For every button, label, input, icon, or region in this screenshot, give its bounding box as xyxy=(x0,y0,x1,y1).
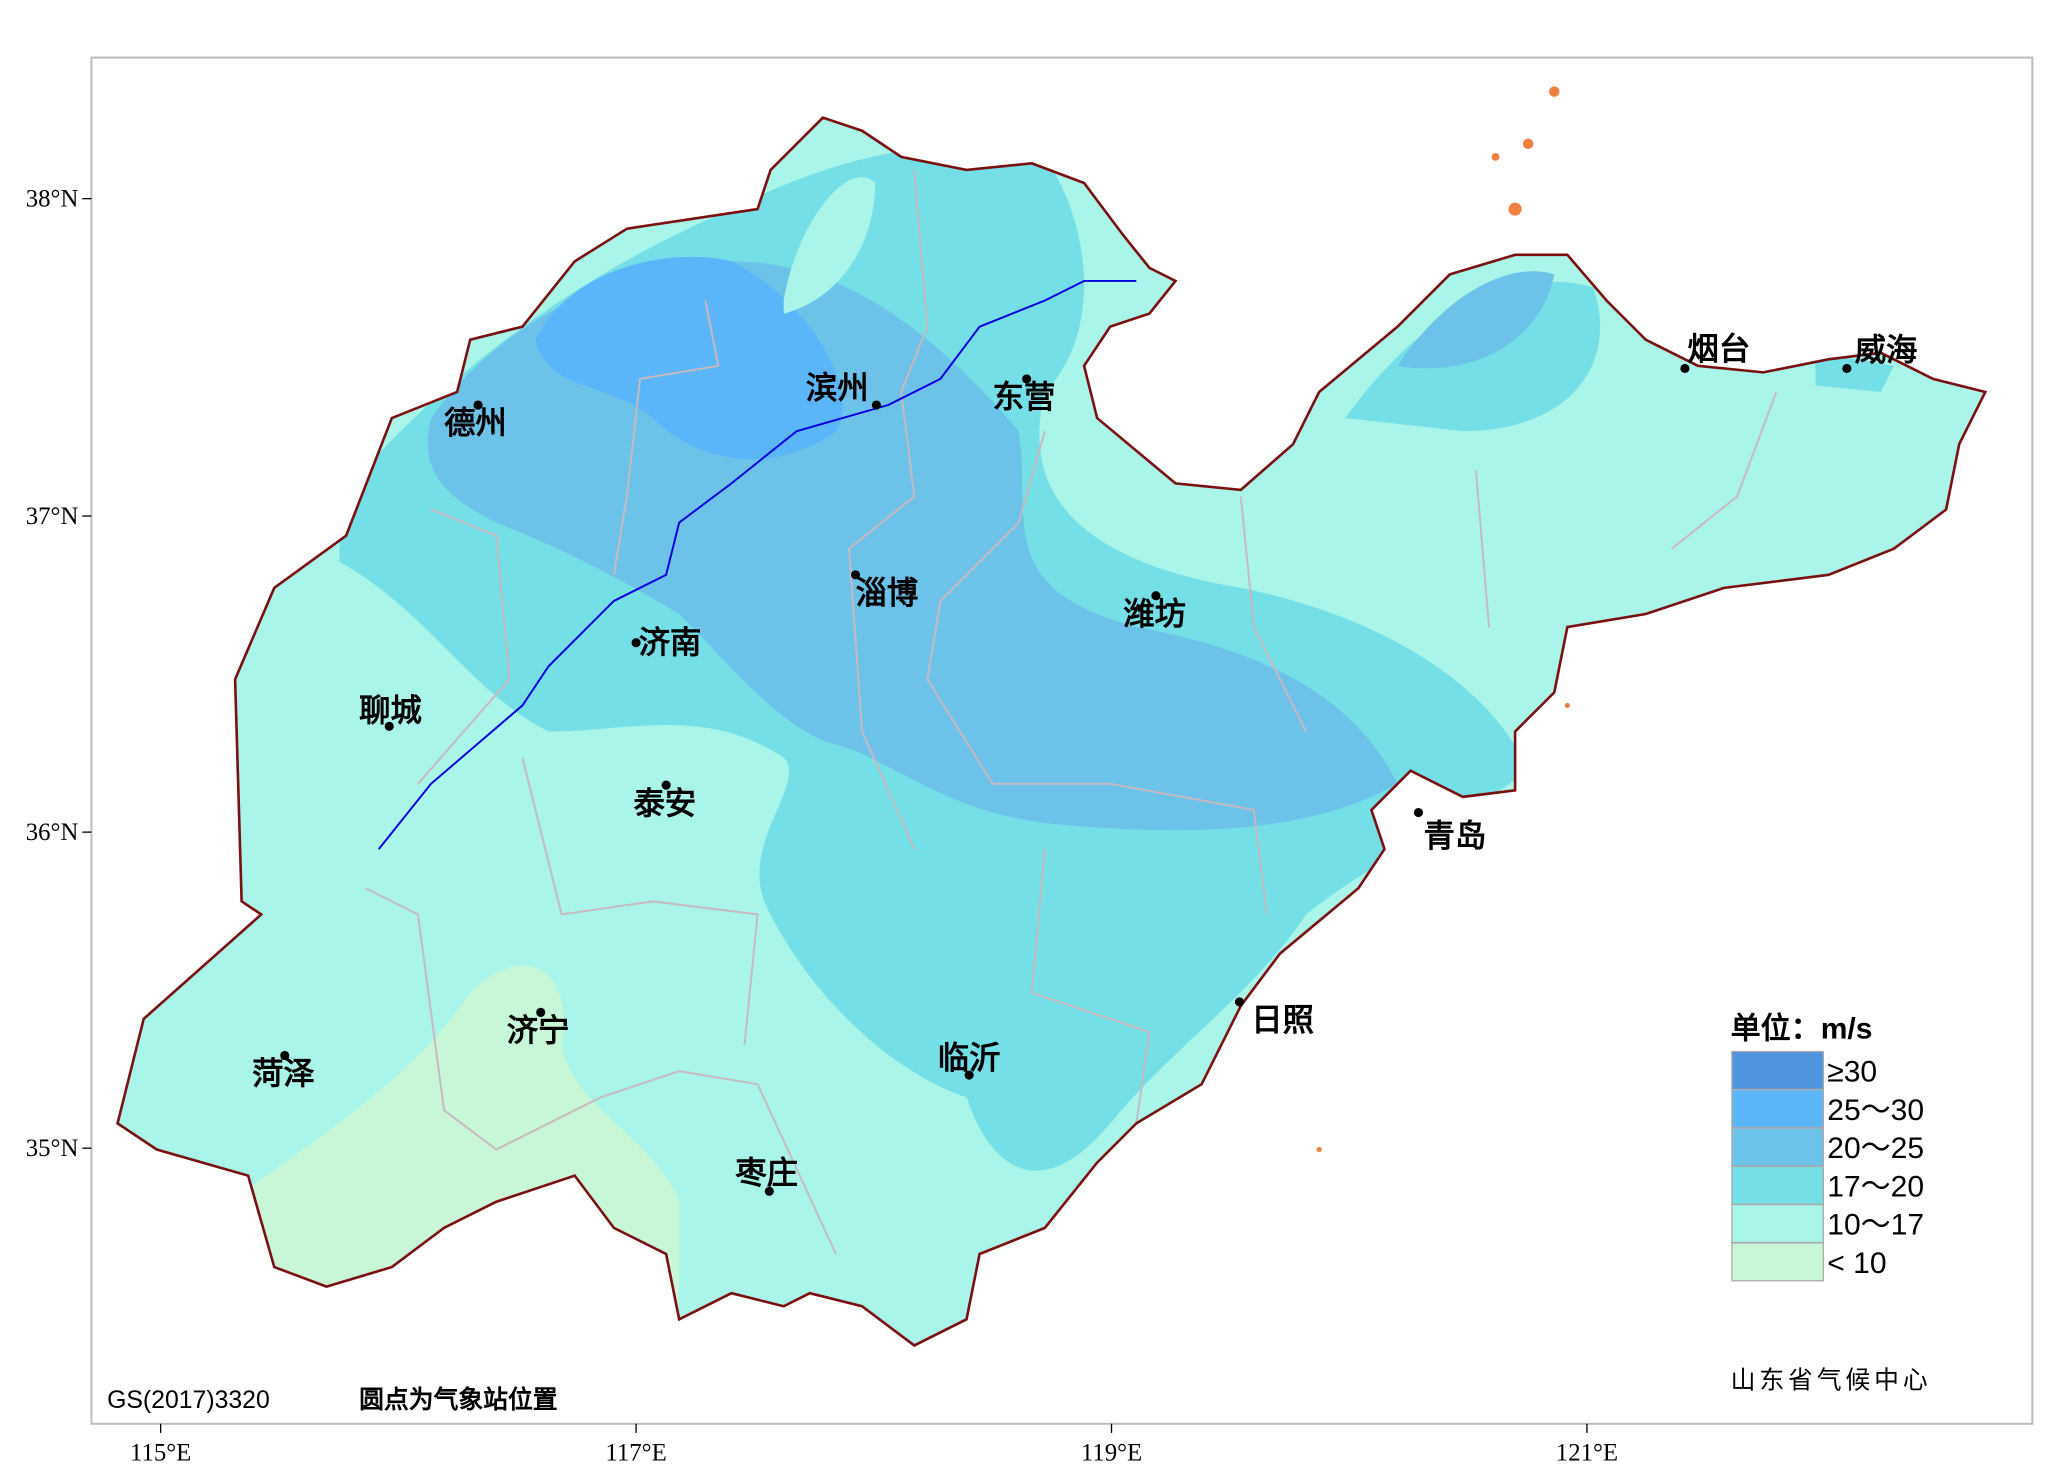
border xyxy=(521,757,759,1046)
border xyxy=(1474,470,1490,628)
station-dot xyxy=(764,1186,774,1196)
x-tick-label: 121°E xyxy=(1556,1439,1618,1466)
station-dot xyxy=(871,400,881,410)
border xyxy=(847,169,929,850)
station-dot xyxy=(473,400,483,410)
legend-title: 单位：m/s xyxy=(1731,1011,1873,1045)
station-dot xyxy=(384,721,394,731)
legend-swatch xyxy=(1731,1089,1824,1129)
city-label: 济南 xyxy=(639,625,702,661)
x-tick-label: 115°E xyxy=(130,1439,191,1466)
legend-swatch xyxy=(1731,1165,1824,1205)
y-tick-label: 38°N xyxy=(26,185,79,212)
y-tick-label: 36°N xyxy=(26,819,79,846)
station-dot xyxy=(1022,374,1032,384)
legend-swatch xyxy=(1731,1242,1824,1282)
x-tick-label: 119°E xyxy=(1081,1439,1142,1466)
city-label: 菏泽 xyxy=(252,1056,315,1092)
island xyxy=(1316,1146,1322,1153)
island xyxy=(1522,138,1534,150)
legend-label: 17～20 xyxy=(1827,1170,1924,1203)
island xyxy=(1508,202,1522,216)
city-label: 滨州 xyxy=(806,369,869,406)
legend-label: 25～30 xyxy=(1827,1094,1924,1127)
station-dot xyxy=(850,570,861,580)
border xyxy=(365,887,837,1255)
station-dot xyxy=(661,780,671,790)
city-label: 日照 xyxy=(1251,1003,1314,1039)
map-code: GS(2017)3320 xyxy=(107,1387,270,1414)
zone-17-20-weihai xyxy=(1815,352,1894,392)
legend-swatch xyxy=(1731,1127,1824,1167)
legend-label: ≥30 xyxy=(1827,1056,1877,1089)
city-label: 临沂 xyxy=(938,1041,1001,1077)
station-dot xyxy=(1413,807,1424,818)
note: 圆点为气象站位置 xyxy=(359,1385,557,1414)
station-dot xyxy=(1234,997,1245,1007)
city-label: 德州 xyxy=(444,406,507,442)
border xyxy=(1671,391,1778,550)
island xyxy=(1564,702,1570,709)
station-dot xyxy=(1680,363,1690,374)
legend: 单位：m/s ≥30 25～30 20～25 17～20 10～17 < 10 xyxy=(1731,1011,1924,1282)
zone-25-30 xyxy=(535,256,843,460)
city-label: 潍坊 xyxy=(1123,596,1186,632)
legend-swatch xyxy=(1731,1203,1824,1244)
y-tick-label: 35°N xyxy=(26,1135,79,1162)
city-label: 青岛 xyxy=(1424,818,1487,854)
city-label: 淄博 xyxy=(856,576,919,612)
station-dot xyxy=(1151,591,1161,601)
yellow-river xyxy=(378,279,1137,850)
island xyxy=(1491,152,1500,161)
zone-10-17-north xyxy=(783,177,876,314)
islands xyxy=(1316,86,1570,1153)
city-label: 聊城 xyxy=(359,693,422,729)
border xyxy=(417,508,511,785)
y-tick-label: 37°N xyxy=(26,503,79,530)
station-dot xyxy=(631,638,641,648)
axis-ticks: 115°E 117°E 119°E 121°E 38°N 37°N 36°N 35°N xyxy=(26,185,1618,1466)
source: 山东省气候中心 xyxy=(1731,1366,1932,1395)
city-label: 泰安 xyxy=(633,786,696,822)
legend-label: 20～25 xyxy=(1827,1132,1924,1165)
border xyxy=(1030,849,1151,1124)
station-dot xyxy=(964,1070,974,1080)
legend-label: 10～17 xyxy=(1827,1209,1924,1242)
island xyxy=(1549,86,1560,97)
border xyxy=(612,300,720,575)
city-label: 威海 xyxy=(1855,333,1918,369)
border xyxy=(926,430,1268,915)
station-dot xyxy=(536,1007,546,1017)
border xyxy=(1239,496,1307,732)
zone-20-25-east xyxy=(1397,271,1555,369)
city-label: 济宁 xyxy=(507,1013,570,1049)
x-tick-label: 117°E xyxy=(605,1439,666,1466)
station-dot xyxy=(280,1050,290,1061)
legend-label: < 10 xyxy=(1827,1247,1886,1280)
city-label: 东营 xyxy=(993,379,1056,416)
legend-swatch xyxy=(1731,1050,1824,1091)
city-label: 烟台 xyxy=(1688,331,1751,367)
city-label: 枣庄 xyxy=(734,1154,798,1191)
county-borders xyxy=(365,169,1778,1255)
station-dot xyxy=(1842,363,1852,374)
